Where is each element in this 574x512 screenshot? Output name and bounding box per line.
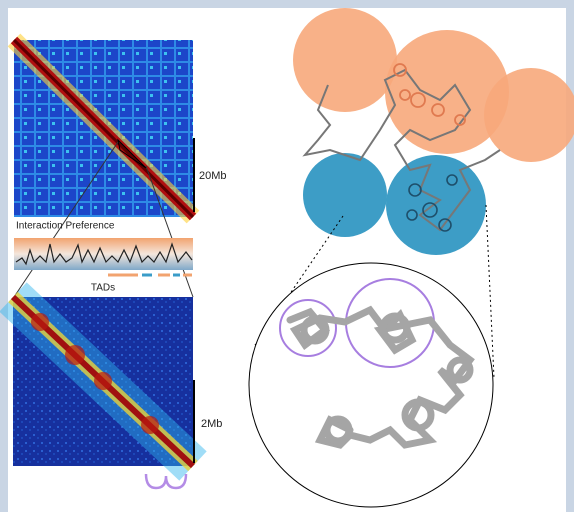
heatmap-large bbox=[14, 40, 193, 217]
figure: 20Mb Interaction Preference TADs 2Mb bbox=[0, 0, 574, 512]
tads-label: TADs bbox=[91, 283, 115, 294]
track bbox=[14, 238, 193, 270]
heatmap-small bbox=[13, 297, 193, 466]
scale-label: 20Mb bbox=[199, 170, 227, 182]
track-title: Interaction Preference bbox=[16, 221, 115, 232]
scale-label: 2Mb bbox=[201, 418, 222, 430]
